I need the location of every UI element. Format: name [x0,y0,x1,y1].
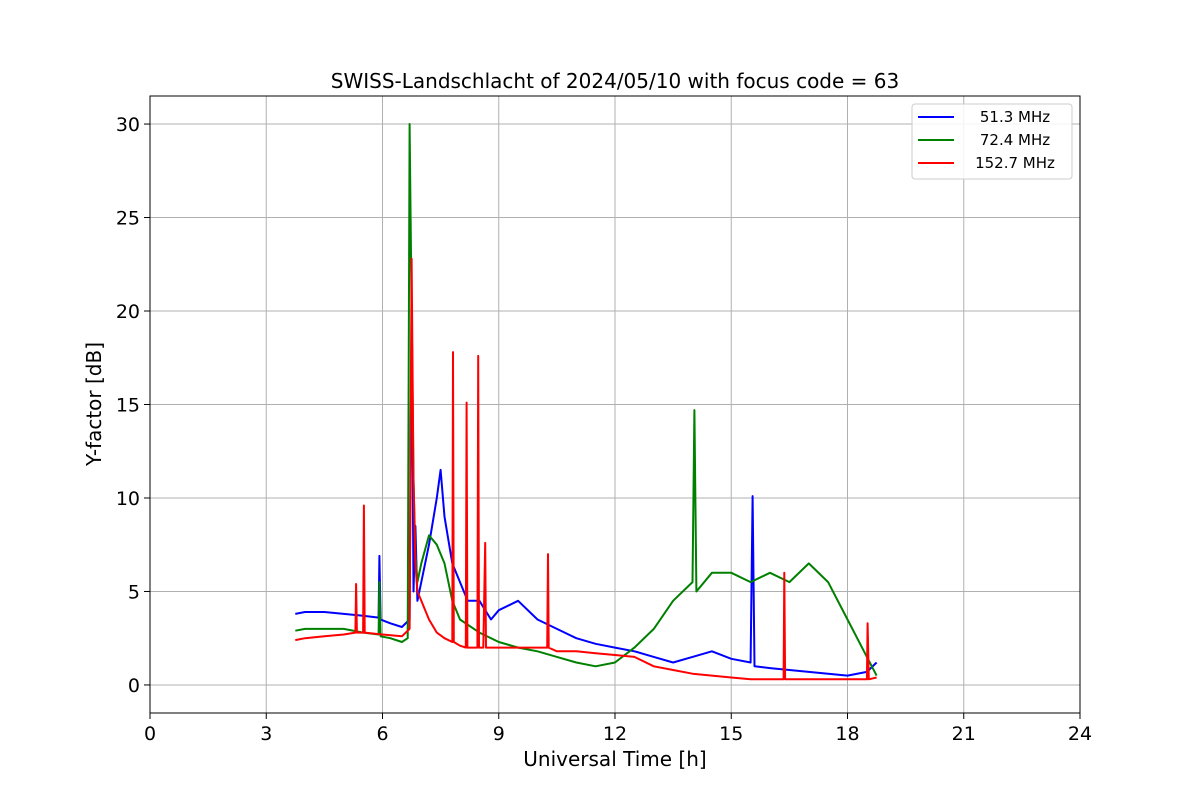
x-tick-label: 21 [952,723,976,745]
x-tick-label: 15 [719,723,743,745]
x-tick-label: 3 [260,723,272,745]
series-line-1 [295,123,878,677]
x-axis-label: Universal Time [h] [523,747,706,771]
x-tick-label: 12 [603,723,627,745]
y-tick-label: 30 [116,114,140,136]
series-layer [295,123,878,681]
x-tick-label: 9 [493,723,505,745]
x-axis-ticks: 0 3 6 9 12 15 18 21 24 [144,713,1092,745]
chart-title: SWISS-Landschlacht of 2024/05/10 with fo… [331,69,899,93]
x-tick-label: 18 [835,723,859,745]
y-axis-label: Y-factor [dB] [82,342,106,467]
y-axis-ticks: 0 5 10 15 20 25 30 [116,114,150,697]
x-tick-label: 24 [1068,723,1092,745]
legend-box [911,103,1073,180]
legend-label-2: 152.7 MHz [975,154,1055,172]
y-tick-label: 25 [116,208,140,230]
y-tick-label: 0 [128,675,140,697]
legend: 51.3 MHz 72.4 MHz 152.7 MHz [911,103,1073,180]
y-tick-label: 20 [116,301,140,323]
legend-label-1: 72.4 MHz [980,131,1050,149]
series-line-2 [295,257,877,681]
legend-label-0: 51.3 MHz [980,108,1050,126]
x-tick-label: 0 [144,723,156,745]
y-tick-label: 15 [116,395,140,417]
y-tick-label: 5 [128,581,140,603]
x-tick-label: 6 [376,723,388,745]
y-tick-label: 10 [116,488,140,510]
